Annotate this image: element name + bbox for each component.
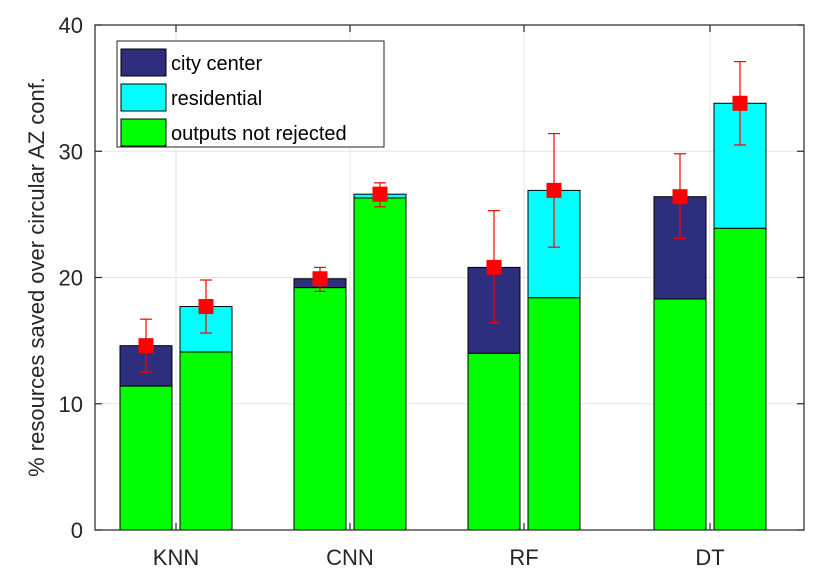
y-axis-label: % resources saved over circular AZ conf. xyxy=(24,77,49,477)
y-tick-label: 10 xyxy=(59,392,83,417)
bar-base-rf-residential xyxy=(527,297,581,531)
y-tick-label: 30 xyxy=(59,139,83,164)
x-tick-label-knn: KNN xyxy=(153,545,199,570)
x-tick-label-cnn: CNN xyxy=(326,545,374,570)
x-tick-label-dt: DT xyxy=(695,545,724,570)
legend-label-residential: residential xyxy=(171,88,262,110)
legend-swatch-outputs-not-rejected xyxy=(120,118,167,147)
mean-marker-dt-city-center xyxy=(672,189,688,205)
legend: city center residential outputs not reje… xyxy=(116,40,385,148)
legend-swatch-residential xyxy=(120,83,167,112)
x-tick-label-rf: RF xyxy=(509,545,538,570)
bar-base-rf-city-center xyxy=(467,352,521,531)
mean-marker-rf-city-center xyxy=(486,259,502,275)
bar-base-dt-city-center xyxy=(653,298,707,531)
axis-ticks: 0 10 20 30 40 KNN CNN RF DT xyxy=(59,13,804,570)
mean-marker-rf-residential xyxy=(546,182,562,198)
error-bars xyxy=(138,61,748,373)
bar-base-knn-residential xyxy=(179,351,233,531)
legend-label-city-center: city center xyxy=(171,53,262,75)
mean-marker-cnn-city-center xyxy=(312,271,328,287)
bar-base-dt-residential xyxy=(713,227,767,531)
bars xyxy=(119,102,767,531)
legend-label-outputs-not-rejected: outputs not rejected xyxy=(171,123,347,145)
mean-marker-dt-residential xyxy=(732,95,748,111)
mean-marker-cnn-residential xyxy=(372,186,388,202)
bar-base-cnn-residential xyxy=(353,197,407,531)
bar-base-cnn-city-center xyxy=(293,287,347,531)
y-tick-label: 20 xyxy=(59,266,83,291)
bar-base-knn-city-center xyxy=(119,385,173,531)
legend-swatch-city-center xyxy=(120,48,167,77)
y-tick-label: 0 xyxy=(71,518,83,543)
y-tick-label: 40 xyxy=(59,13,83,38)
mean-marker-knn-residential xyxy=(198,299,214,315)
mean-marker-knn-city-center xyxy=(138,338,154,354)
